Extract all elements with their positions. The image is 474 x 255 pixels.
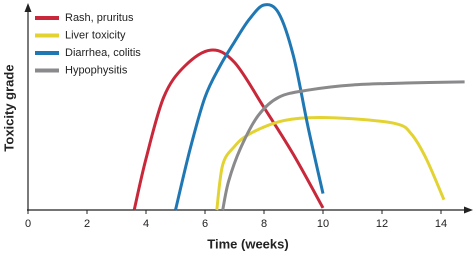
x-tick-label: 2: [84, 218, 90, 230]
x-tick-label: 0: [25, 218, 31, 230]
line-series: [174, 3, 325, 211]
x-tick-label: 8: [261, 218, 267, 230]
y-axis-title: Toxicity grade: [1, 64, 16, 151]
x-tick-label: 6: [202, 218, 208, 230]
x-tick-label: 4: [143, 218, 149, 230]
x-tick-label: 10: [317, 218, 329, 230]
x-axis-title: Time (weeks): [207, 236, 288, 251]
legend-label: Liver toxicity: [65, 29, 126, 41]
line-series: [132, 48, 325, 211]
line-series: [221, 80, 465, 211]
legend-label: Hypophysitis: [65, 64, 128, 76]
legend-label: Rash, pruritus: [65, 12, 134, 24]
x-axis-arrow: [464, 206, 473, 214]
legend-label: Diarrhea, colitis: [65, 47, 141, 59]
y-axis-arrow: [24, 3, 32, 12]
x-tick-label: 12: [376, 218, 388, 230]
x-tick-label: 14: [435, 218, 447, 230]
line-series: [215, 116, 446, 211]
